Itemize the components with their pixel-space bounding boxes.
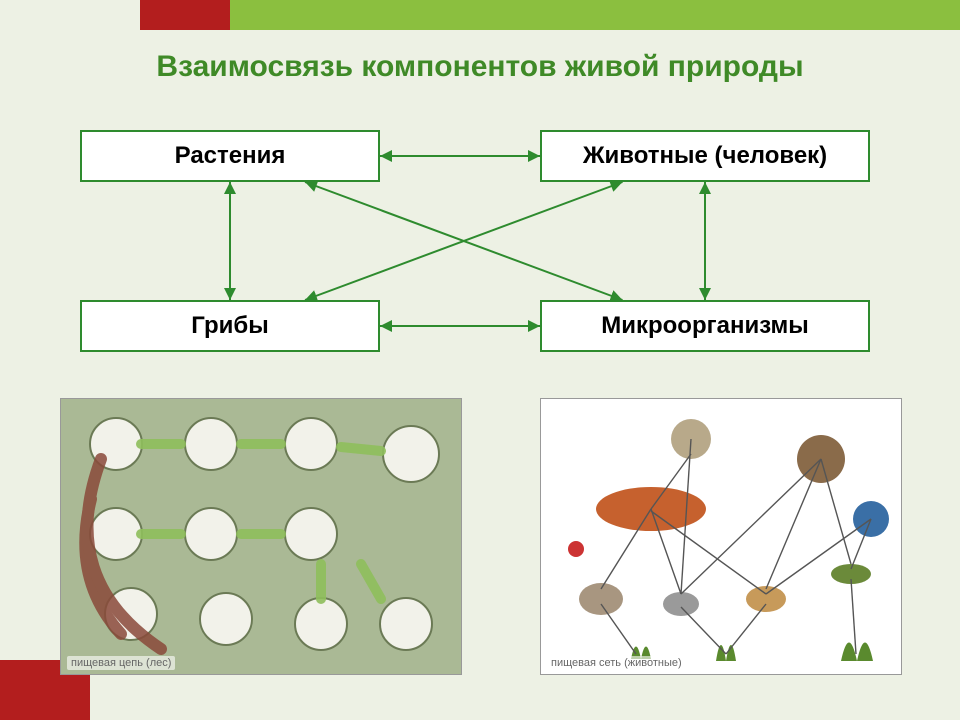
food-web-image-right: пищевая сеть (животные) [540, 398, 902, 675]
image-caption: пищевая сеть (животные) [547, 656, 686, 670]
node-fungi: Грибы [80, 300, 380, 352]
slide: Взаимосвязь компонентов живой природы Ра… [0, 0, 960, 720]
header-bar [0, 0, 960, 30]
node-label: Растения [175, 142, 286, 170]
node-label: Животные (человек) [583, 142, 827, 170]
node-micro: Микроорганизмы [540, 300, 870, 352]
header-green-block [230, 0, 960, 30]
node-plants: Растения [80, 130, 380, 182]
node-label: Микроорганизмы [601, 312, 809, 340]
image-caption: пищевая цепь (лес) [67, 656, 175, 670]
page-title: Взаимосвязь компонентов живой природы [0, 50, 960, 84]
food-chain-image-left: пищевая цепь (лес) [60, 398, 462, 675]
header-red-block [140, 0, 230, 30]
node-label: Грибы [191, 312, 268, 340]
node-animals: Животные (человек) [540, 130, 870, 182]
